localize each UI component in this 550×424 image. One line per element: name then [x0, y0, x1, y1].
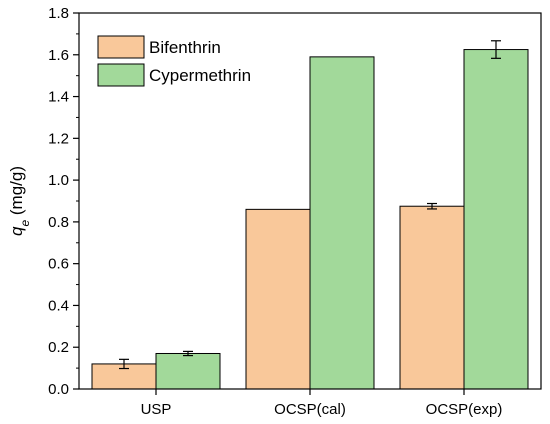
- bar-cypermethrin: [463, 49, 529, 390]
- x-tick-label: OCSP(cal): [274, 401, 346, 418]
- x-tick-label: USP: [141, 401, 172, 418]
- legend-swatch-bifenthrin: [97, 35, 145, 59]
- y-tick-label: 1.8: [48, 5, 69, 22]
- y-axis-label-symbol: q: [7, 226, 26, 236]
- y-tick-label: 0.2: [48, 339, 69, 356]
- y-tick-label: 1.6: [48, 47, 69, 64]
- y-axis: 0.0 0.2 0.4 0.6 0.8 1.0 1.2 1.4 1.6 1.8: [48, 5, 79, 398]
- y-tick-label: 0.8: [48, 214, 69, 231]
- y-tick-label: 0.6: [48, 256, 69, 273]
- bar-cypermethrin: [309, 56, 375, 390]
- bar-bifenthrin: [245, 208, 311, 390]
- y-axis-label-unit: (mg/g): [7, 166, 26, 220]
- y-tick-label: 1.0: [48, 172, 69, 189]
- legend: Bifenthrin Cypermethrin: [97, 35, 251, 87]
- x-tick-label: OCSP(exp): [426, 401, 503, 418]
- y-tick-label: 1.4: [48, 89, 69, 106]
- legend-label-cypermethrin: Cypermethrin: [149, 66, 251, 85]
- y-tick-label: 0.4: [48, 297, 69, 314]
- legend-swatch-cypermethrin: [97, 63, 145, 87]
- y-tick-label: 0.0: [48, 381, 69, 398]
- bar-cypermethrin: [155, 352, 221, 390]
- x-axis: USP OCSP(cal) OCSP(exp): [141, 389, 503, 418]
- y-axis-label-subscript: e: [18, 220, 32, 227]
- error-bars-layer: [119, 40, 501, 370]
- legend-label-bifenthrin: Bifenthrin: [149, 38, 221, 57]
- y-tick-label: 1.2: [48, 130, 69, 147]
- bar-bifenthrin: [399, 205, 465, 390]
- bars-layer: [91, 49, 529, 390]
- y-axis-label: qe (mg/g): [7, 166, 32, 236]
